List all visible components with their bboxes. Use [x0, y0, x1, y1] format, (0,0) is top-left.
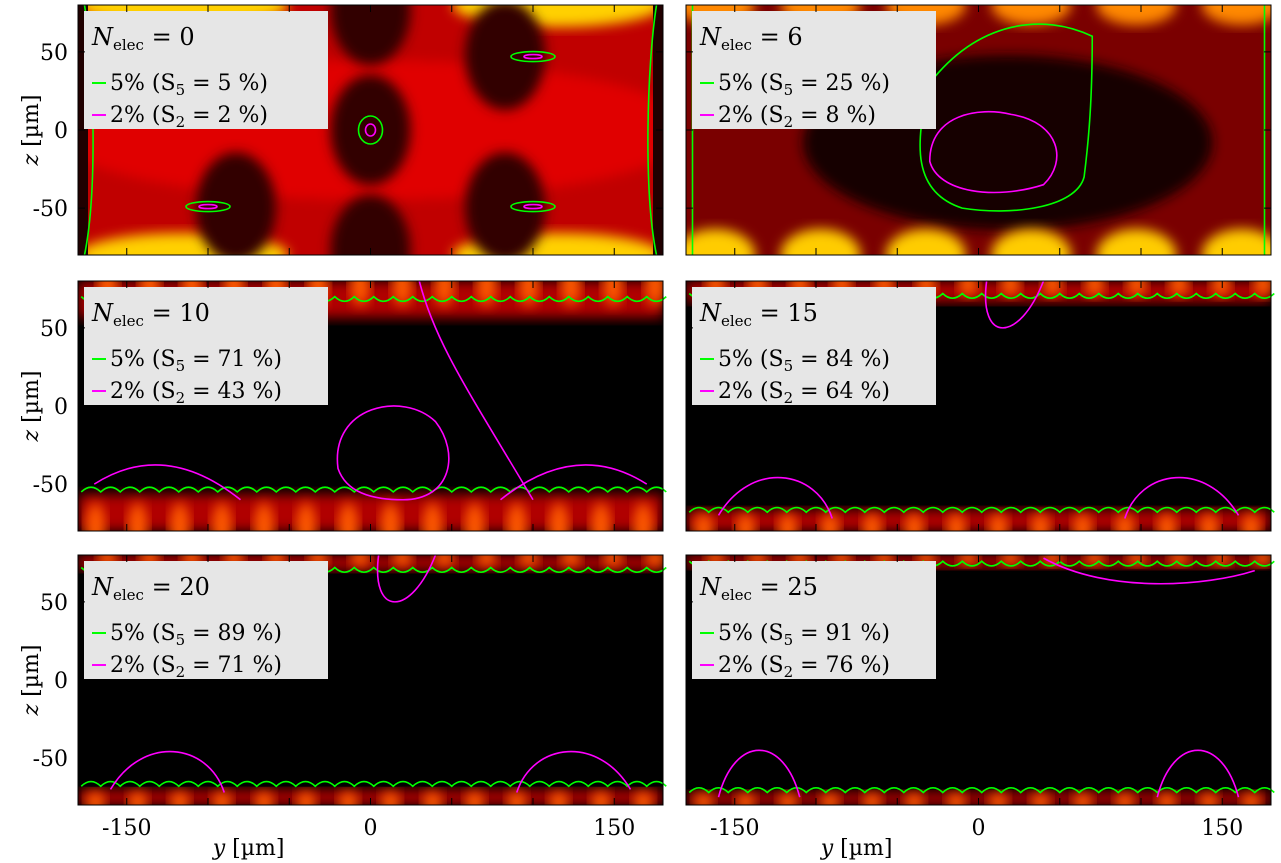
contour-2pct — [984, 280, 1045, 329]
contour-2pct — [418, 280, 534, 501]
x-tick-label: 150 — [1201, 816, 1243, 841]
legend-entry-5pct: 5% (S5 = 71 %) — [110, 347, 282, 375]
legend-box — [692, 11, 936, 129]
contour-2pct — [1156, 749, 1240, 798]
panel-nelec-20: Nelec = 20 5% (S5 = 89 %) 2% (S2 = 71 %) — [78, 554, 667, 805]
legend-entry-5pct: 5% (S5 = 84 %) — [718, 347, 890, 375]
y-axis-label: z [µm] — [19, 371, 44, 443]
contour-2pct — [717, 749, 801, 798]
legend-box — [84, 11, 328, 129]
x-tick-label: 0 — [972, 816, 986, 841]
y-axis-label: z [µm] — [19, 95, 44, 167]
y-tick-label: 50 — [40, 41, 68, 66]
contour-5pct — [919, 23, 1094, 212]
contour-2pct-island — [523, 203, 543, 210]
x-axis-label: y [µm] — [212, 836, 285, 861]
contour-5pct — [647, 4, 658, 256]
legend-title: Nelec = 25 — [699, 573, 818, 604]
contour-2pct-island — [198, 203, 218, 210]
contour-2pct — [1043, 557, 1255, 585]
legend-title: Nelec = 15 — [699, 299, 818, 330]
x-tick-label: -150 — [710, 816, 759, 841]
contour-5pct-island — [357, 115, 384, 145]
contour-5pct-bottom — [80, 486, 667, 494]
y-tick-label: 50 — [40, 591, 68, 616]
contour-2pct — [717, 476, 834, 519]
y-tick-label: -50 — [33, 197, 68, 222]
panel-nelec-6: Nelec = 6 5% (S5 = 25 %) 2% (S2 = 8 %) — [686, 4, 1271, 255]
contour-2pct-island — [364, 123, 377, 137]
contour-2pct — [928, 111, 1058, 194]
panels-layer: Nelec = 05% (S5 = 5 %)2% (S2 = 2 %)Nelec… — [78, 4, 1275, 805]
legend-box — [692, 561, 936, 679]
axes-layer: 50 0 -50 z [µm] 50 0 -50 z [µm] 50 0 -50 z [µm] -150… — [19, 4, 1272, 861]
legend-entry-5pct: 5% (S5 = 89 %) — [110, 621, 282, 649]
contour-2pct-island — [523, 53, 543, 60]
contour-2pct — [93, 464, 241, 501]
legend-entry-5pct: 5% (S5 = 91 %) — [718, 621, 890, 649]
contour-5pct-island — [185, 200, 231, 213]
panel-nelec-0: Nelec = 0 5% (S5 = 5 %) 2% (S2 = 2 %) — [78, 4, 663, 256]
y-tick-label: 0 — [54, 119, 68, 144]
legend-entry-5pct: 5% (S5 = 25 %) — [718, 71, 890, 99]
panel-nelec-10: Nelec = 10 5% (S5 = 71 %) 2% (S2 = 43 %) — [78, 280, 667, 531]
legend-entry-2pct: 2% (S2 = 71 %) — [110, 653, 282, 681]
legend-entry-5pct: 5% (S5 = 5 %) — [110, 71, 268, 99]
y-axis-label: z [µm] — [19, 645, 44, 717]
legend-entry-2pct: 2% (S2 = 8 %) — [718, 103, 876, 131]
x-tick-label: 0 — [364, 816, 378, 841]
contour-2pct — [376, 554, 437, 603]
y-tick-label: -50 — [33, 473, 68, 498]
contour-5pct-island — [510, 50, 556, 63]
y-tick-label: 0 — [54, 669, 68, 694]
legend-title: Nelec = 6 — [699, 23, 803, 54]
y-tick-label: 50 — [40, 317, 68, 342]
contour-2pct — [336, 405, 450, 501]
legend-title: Nelec = 0 — [91, 23, 195, 54]
legend-entry-2pct: 2% (S2 = 43 %) — [110, 379, 282, 407]
contour-5pct-island — [510, 200, 556, 213]
contour-2pct — [515, 750, 632, 793]
contour-2pct — [500, 464, 648, 501]
legend-box — [692, 287, 936, 405]
x-axis-label: y [µm] — [820, 836, 893, 861]
legend-box — [84, 561, 328, 679]
legend-entry-2pct: 2% (S2 = 2 %) — [110, 103, 268, 131]
legend-title: Nelec = 10 — [91, 299, 210, 330]
y-tick-label: -50 — [33, 747, 68, 772]
contour-5pct-bottom — [688, 787, 1275, 794]
contour-5pct-bottom — [688, 506, 1275, 514]
contour-2pct — [1123, 476, 1240, 519]
legend-title: Nelec = 20 — [91, 573, 210, 604]
legend-box — [84, 287, 328, 405]
y-tick-label: 0 — [54, 395, 68, 420]
x-tick-label: 150 — [593, 816, 635, 841]
x-tick-label: -150 — [102, 816, 151, 841]
contour-2pct — [109, 750, 226, 793]
legend-entry-2pct: 2% (S2 = 64 %) — [718, 379, 890, 407]
panel-nelec-25: Nelec = 25 5% (S5 = 91 %) 2% (S2 = 76 %) — [686, 555, 1275, 805]
panel-nelec-15: Nelec = 15 5% (S5 = 84 %) 2% (S2 = 64 %) — [686, 280, 1275, 531]
legend-entry-2pct: 2% (S2 = 76 %) — [718, 653, 890, 681]
contour-5pct-bottom — [80, 780, 667, 788]
